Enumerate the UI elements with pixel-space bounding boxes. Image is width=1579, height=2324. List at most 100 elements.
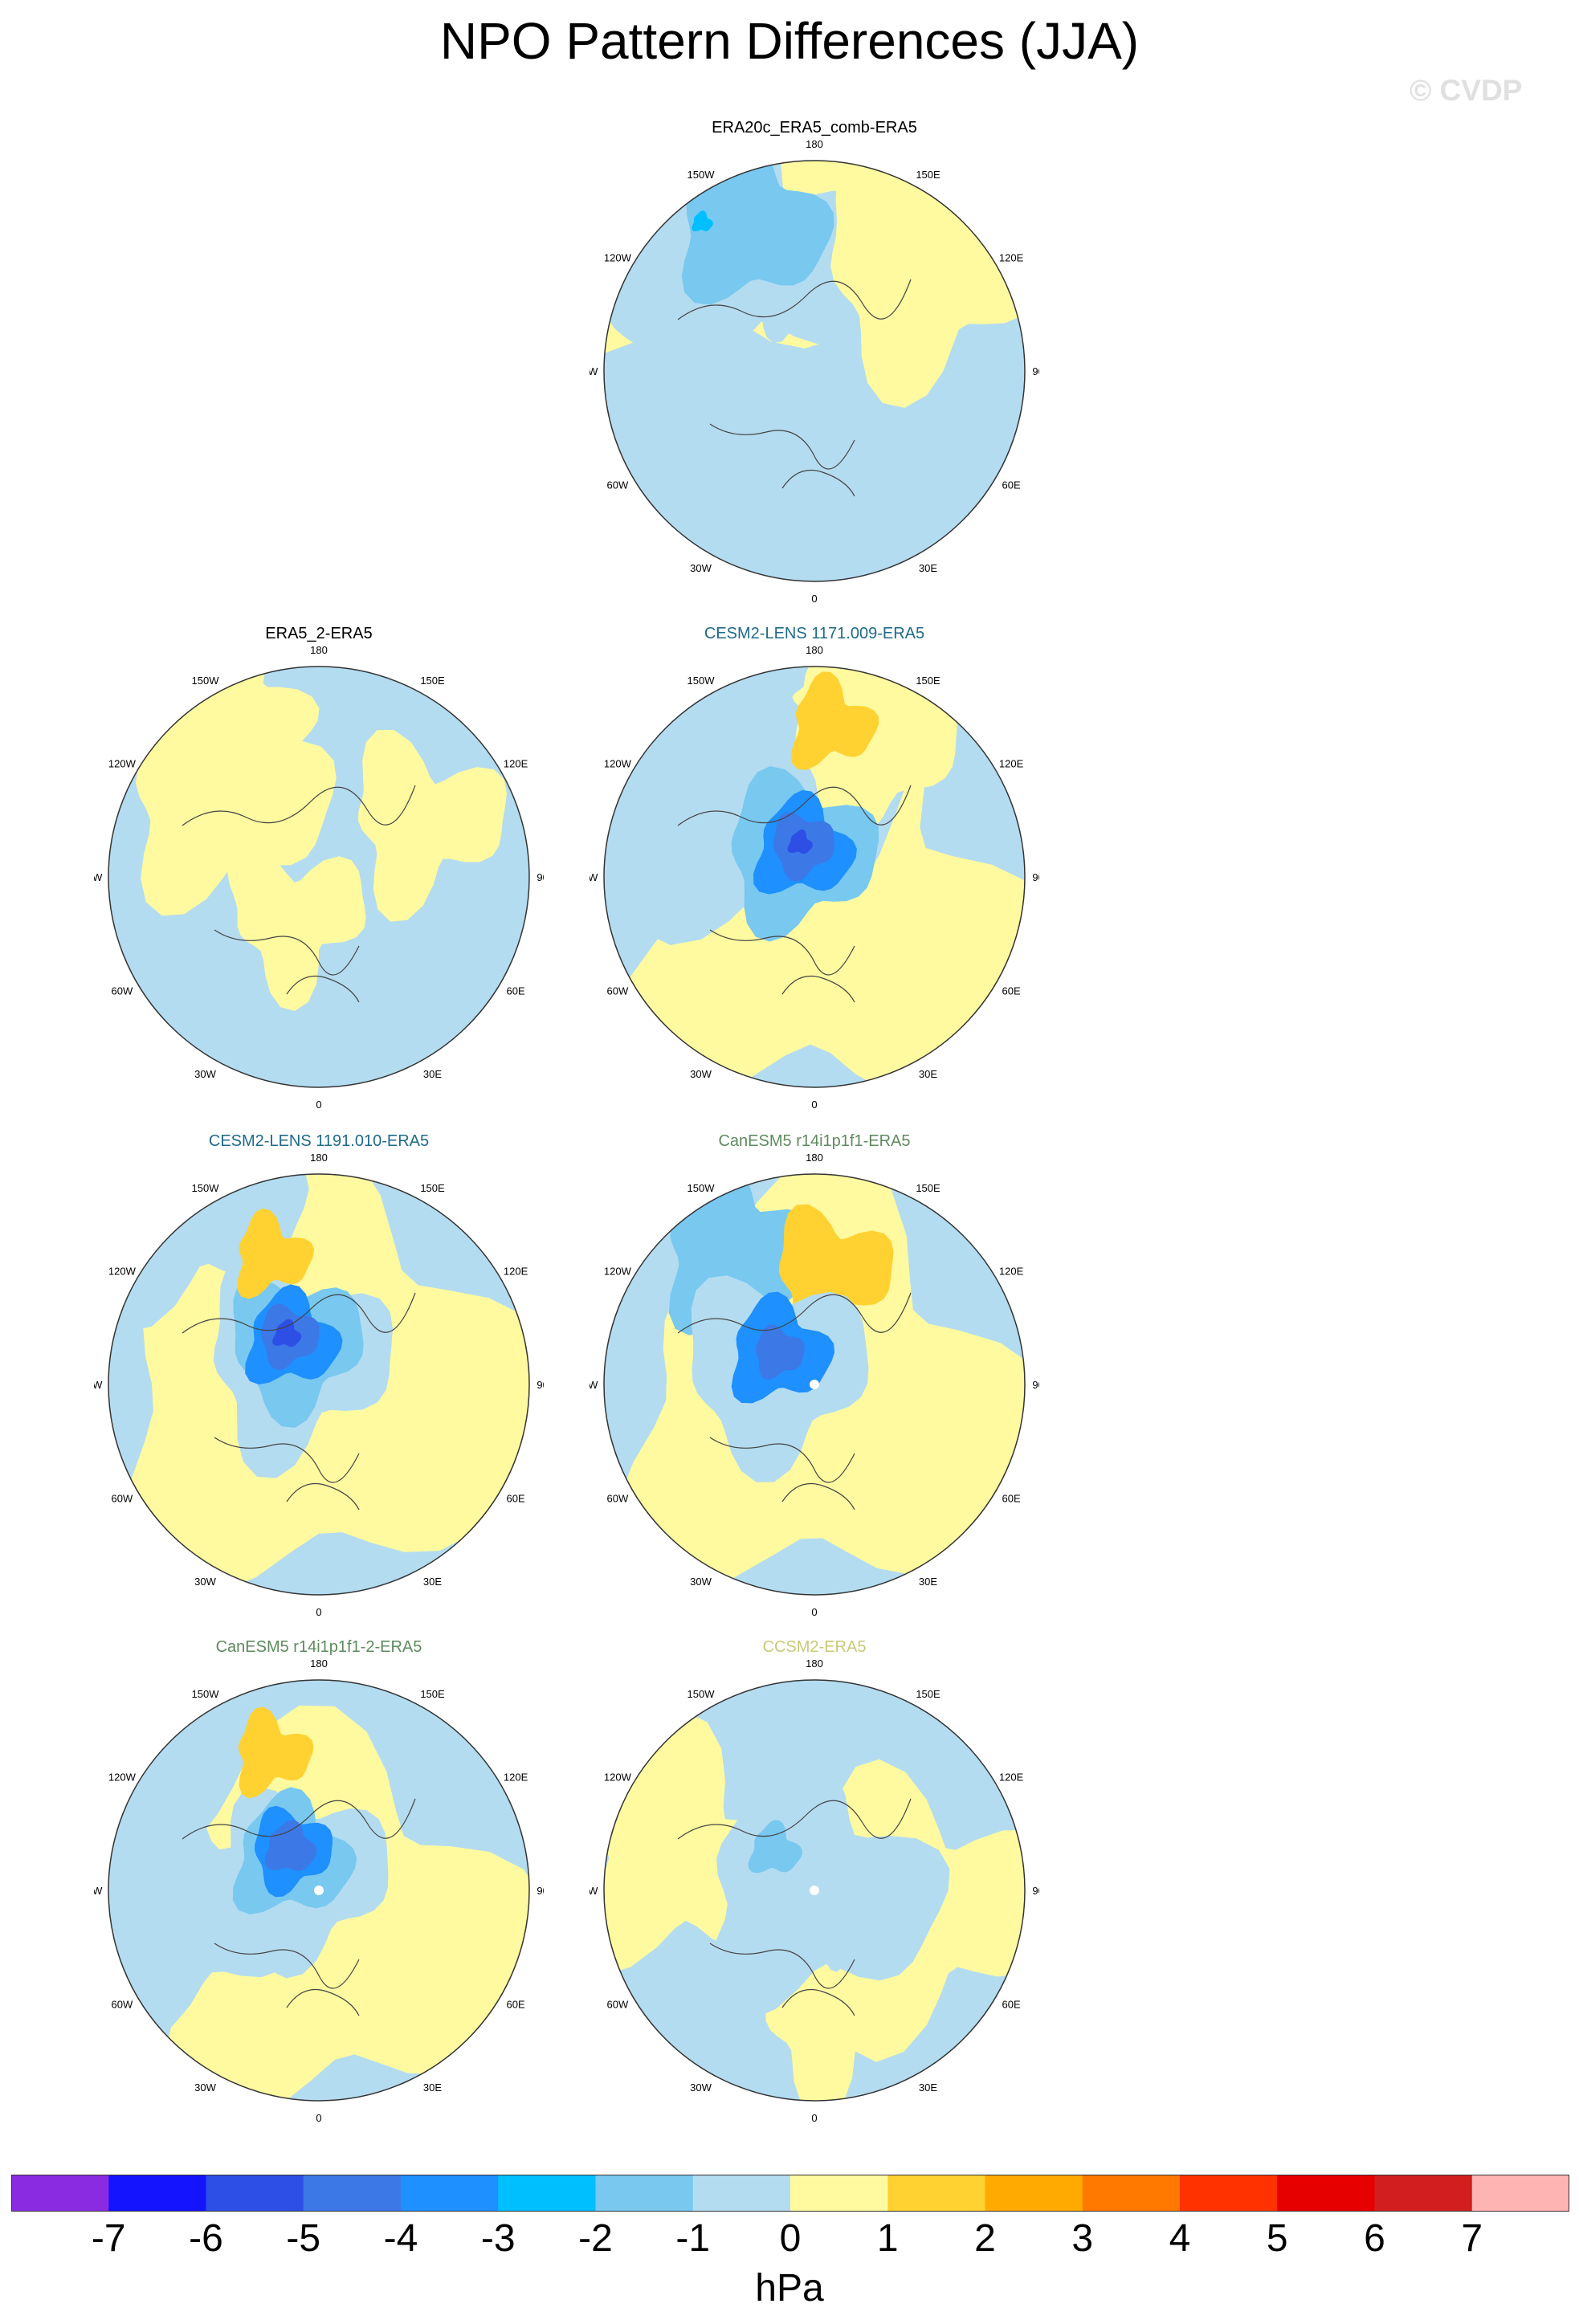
coastline — [677, 1292, 912, 1511]
anomaly-contour — [755, 1324, 805, 1380]
map-border — [603, 666, 1026, 1088]
coastline — [182, 1292, 416, 1511]
longitude-label: 30E — [423, 1576, 442, 1588]
colorbar-tick-label: 6 — [1364, 2217, 1385, 2260]
longitude-label: 60E — [1002, 1999, 1021, 2011]
colorbar-swatch — [206, 2175, 304, 2212]
longitude-label: 0 — [811, 1606, 817, 1618]
coastline — [182, 785, 416, 1003]
colorbar-swatch — [11, 2175, 109, 2212]
colorbar-tick-label: -1 — [675, 2217, 711, 2260]
longitude-label: 0 — [811, 1099, 817, 1111]
longitude-label: 90E — [1032, 365, 1039, 377]
coastline — [677, 279, 912, 497]
longitude-label: 90W — [94, 871, 103, 883]
longitude-label: 60W — [607, 1999, 629, 2011]
colorbar-swatch — [1374, 2175, 1473, 2212]
longitude-label: 150W — [687, 1182, 716, 1194]
longitude-label: 150E — [916, 675, 940, 687]
colorbar-tick-label: -4 — [383, 2217, 418, 2260]
pole-marker — [314, 1886, 324, 1895]
anomaly-contour — [238, 1706, 314, 1799]
colorbar-swatch — [692, 2175, 791, 2212]
colorbar-tick-label: -5 — [286, 2217, 321, 2260]
colorbar-swatch — [498, 2175, 596, 2212]
colorbar-swatch — [1277, 2175, 1375, 2212]
colorbar-swatch — [401, 2175, 499, 2212]
colorbar-tick-label: 3 — [1071, 2217, 1094, 2260]
longitude-label: 0 — [316, 1606, 321, 1618]
longitude-label: 90W — [590, 1379, 598, 1391]
longitude-label: 120W — [604, 1772, 632, 1784]
longitude-label: 120E — [504, 1266, 528, 1278]
longitude-label: 30E — [423, 1068, 442, 1080]
longitude-label: 150W — [687, 675, 716, 687]
longitude-label: 60E — [1002, 985, 1021, 997]
longitude-label: 150W — [192, 1182, 220, 1194]
longitude-label: 150W — [687, 169, 716, 181]
anomaly-contour — [787, 829, 813, 854]
longitude-label: 120W — [108, 1772, 137, 1784]
panel-title: CESM2-LENS 1171.009-ERA5 — [704, 625, 925, 642]
longitude-label: 90W — [590, 1885, 598, 1897]
panel-title: ERA5_2-ERA5 — [265, 625, 373, 642]
longitude-label: 60E — [507, 985, 525, 997]
longitude-label: 60W — [112, 1493, 133, 1505]
colorbar-tick-label: -7 — [91, 2217, 126, 2260]
longitude-label: 150E — [916, 169, 940, 181]
longitude-label: 30W — [690, 2081, 712, 2094]
map-panel-p3: CESM2-LENS 1171.009-ERA5 180 150E 120E 90E 60… — [590, 625, 1039, 1123]
colorbar-swatch — [1471, 2175, 1569, 2212]
colorbar-labels: -7 -6 -5 -4 -3 -2 -1 0 1 2 3 4 5 6 7 — [0, 2216, 1579, 2265]
longitude-label: 90E — [537, 1885, 544, 1897]
anomaly-field — [108, 1174, 529, 1595]
longitude-label: 90W — [590, 871, 598, 883]
longitude-label: 180 — [806, 1152, 823, 1164]
longitude-label: 90E — [537, 871, 544, 883]
colorbar-tick-label: -2 — [578, 2217, 613, 2260]
anomaly-field — [604, 1680, 1025, 2101]
colorbar-swatch — [1180, 2175, 1278, 2212]
longitude-label: 30E — [919, 562, 937, 574]
anomaly-contour — [357, 729, 507, 922]
map-border — [603, 160, 1026, 582]
colorbar-tick-label: 2 — [974, 2217, 996, 2260]
longitude-label: 60W — [112, 1999, 133, 2011]
longitude-label: 150W — [687, 1688, 716, 1700]
anomaly-field — [604, 1174, 1025, 1595]
map-border — [603, 1679, 1026, 2102]
longitude-label: 90W — [590, 365, 598, 377]
map-panel-p2: ERA5_2-ERA5 180 150E 120E 90E 60E 30E 0 30W 60W 90… — [94, 625, 544, 1123]
anomaly-field — [108, 667, 529, 1087]
longitude-label: 60W — [607, 985, 629, 997]
anomaly-contour — [163, 667, 320, 777]
longitude-label: 120E — [504, 758, 528, 770]
longitude-label: 120W — [604, 1266, 632, 1278]
panel-title: CanESM5 r14i1p1f1-ERA5 — [718, 1132, 911, 1150]
longitude-label: 30E — [919, 1068, 937, 1080]
longitude-label: 60E — [507, 1493, 525, 1505]
longitude-label: 60E — [507, 1999, 525, 2011]
longitude-label: 60W — [112, 985, 133, 997]
pole-marker — [810, 1886, 819, 1895]
longitude-label: 150E — [420, 675, 445, 687]
longitude-label: 120E — [999, 252, 1024, 264]
longitude-label: 30W — [690, 1576, 712, 1588]
map-panel-p4: CESM2-LENS 1191.010-ERA5 180 150E 120E 90E 60… — [94, 1132, 544, 1630]
polar-map: 180 150E 120E 90E 60E 30E 0 30W 60W 90W 120W 150W — [590, 1657, 1039, 2124]
coastline — [182, 1798, 416, 2016]
longitude-label: 90E — [1032, 1885, 1039, 1897]
longitude-label: 150E — [420, 1688, 445, 1700]
longitude-label: 120W — [108, 758, 137, 770]
panel-title: CESM2-LENS 1191.010-ERA5 — [208, 1132, 430, 1150]
longitude-label: 120W — [108, 1266, 137, 1278]
longitude-label: 30W — [194, 2081, 216, 2094]
longitude-label: 150E — [916, 1182, 940, 1194]
map-border — [603, 1173, 1026, 1596]
panel-title: ERA20c_ERA5_comb-ERA5 — [712, 119, 917, 137]
colorbar-swatch — [595, 2175, 694, 2212]
colorbar-tick-label: 0 — [779, 2217, 802, 2260]
longitude-label: 180 — [806, 644, 823, 656]
